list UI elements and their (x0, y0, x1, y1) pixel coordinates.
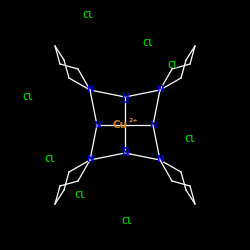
Text: Cl: Cl (82, 12, 94, 20)
Text: N: N (156, 86, 164, 94)
Text: N: N (86, 86, 94, 94)
Text: N: N (121, 92, 129, 102)
Text: N: N (93, 120, 101, 130)
Text: Cl: Cl (168, 62, 178, 70)
Text: Cl: Cl (44, 156, 56, 164)
Text: Cl: Cl (184, 136, 196, 144)
Text: N: N (156, 156, 164, 164)
Text: Cu: Cu (112, 120, 128, 130)
Text: Cl: Cl (142, 38, 154, 48)
Text: 2+: 2+ (128, 118, 138, 124)
Text: Cl: Cl (74, 190, 86, 200)
Text: N: N (149, 120, 157, 130)
Text: Cl: Cl (22, 94, 34, 102)
Text: N: N (86, 156, 94, 164)
Text: Cl: Cl (122, 218, 132, 226)
Text: N: N (121, 148, 129, 158)
